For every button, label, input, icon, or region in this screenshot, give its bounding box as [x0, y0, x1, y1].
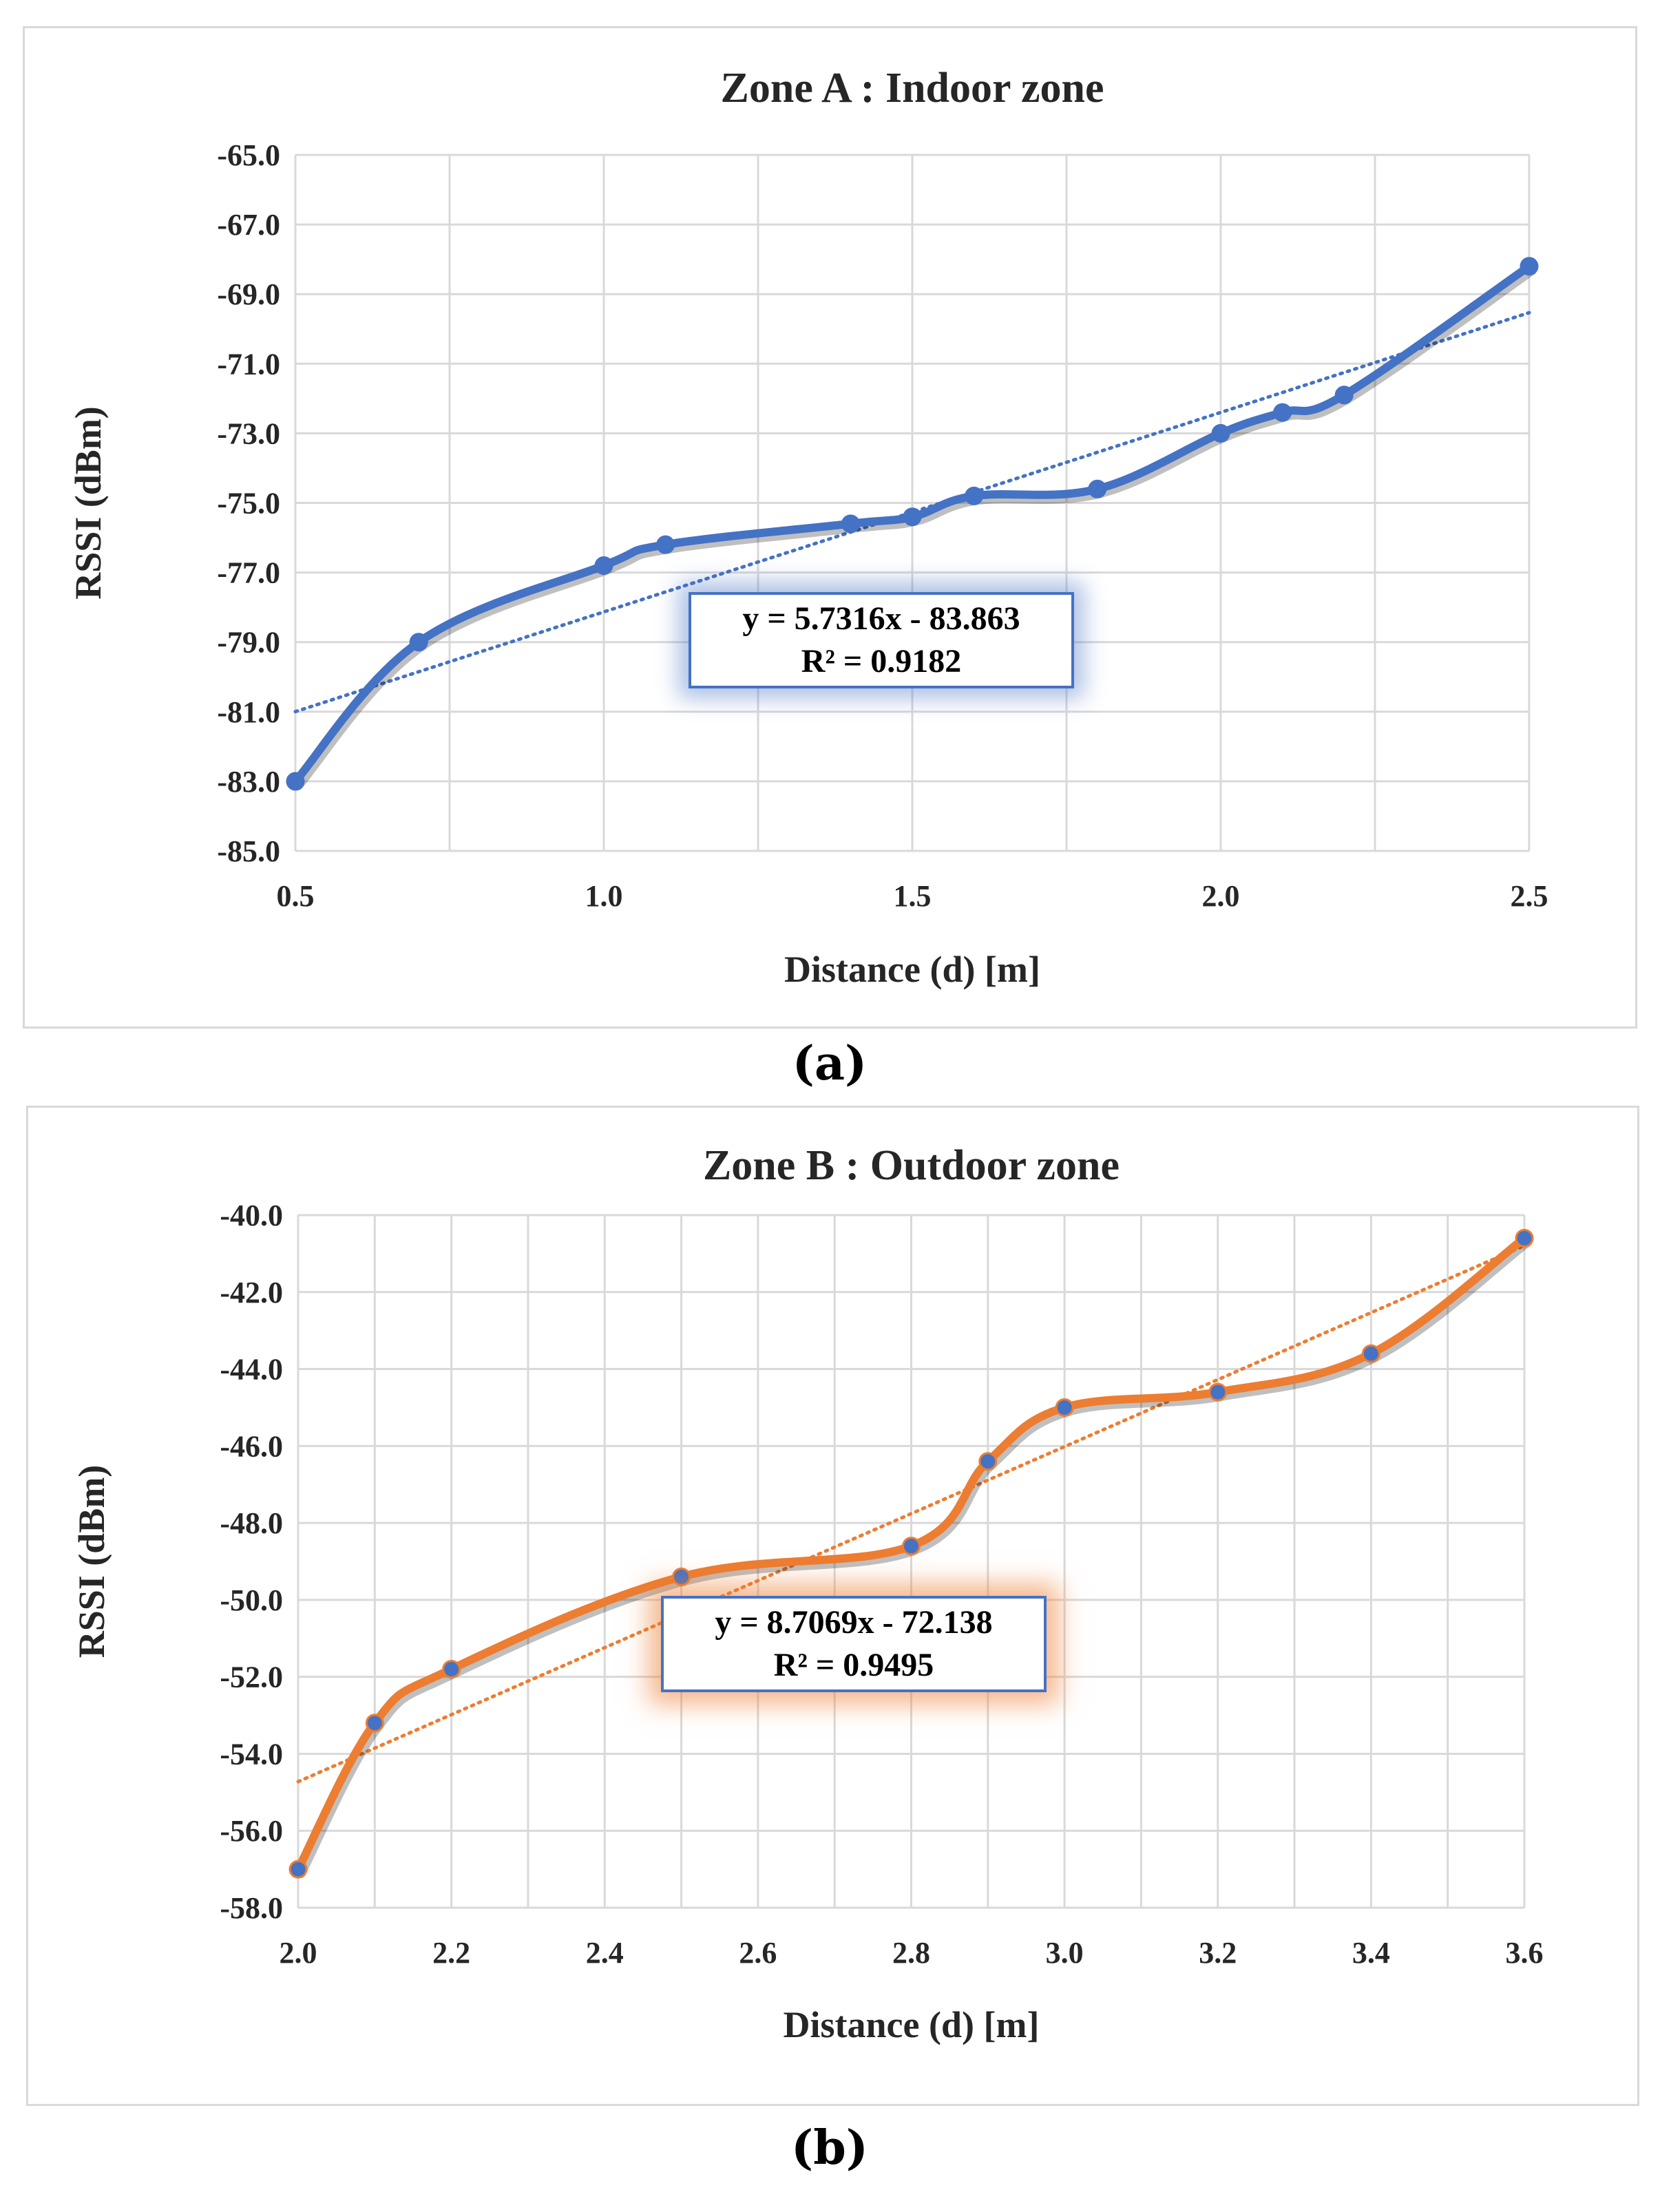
- x-tick-label: 2.2: [432, 1936, 470, 1970]
- chart-b-svg: Zone B : Outdoor zone -40.0 -42.0 -44.0 -46.…: [71, 1142, 1544, 2045]
- trendline-label-a: y = 5.7316x - 83.863 R² = 0.9182: [689, 592, 1074, 688]
- data-point: [288, 1860, 308, 1879]
- x-tick-label: 2.5: [1511, 879, 1548, 913]
- y-tick-label: -79.0: [217, 626, 280, 660]
- data-point: [1211, 423, 1230, 443]
- y-tick-label: -56.0: [220, 1814, 283, 1848]
- data-point: [965, 486, 984, 505]
- data-point: [409, 633, 428, 652]
- series-line-shadow: [296, 1237, 1532, 1879]
- caption-a: (a): [792, 1036, 868, 1091]
- chart-title: Zone B : Outdoor zone: [703, 1142, 1120, 1189]
- x-tick-label: 2.6: [739, 1936, 777, 1970]
- x-tick-label: 1.5: [894, 879, 932, 913]
- data-point: [286, 772, 305, 791]
- data-point: [902, 1537, 921, 1556]
- x-tick-label: 2.4: [586, 1936, 624, 1970]
- y-tick-label: -50.0: [220, 1583, 283, 1617]
- data-point: [1208, 1382, 1228, 1402]
- trendline-equation-a: y = 5.7316x - 83.863: [742, 600, 1020, 637]
- data-point: [903, 507, 922, 527]
- x-tick-label: 3.6: [1506, 1936, 1544, 1970]
- series-line-shadow: [293, 265, 1537, 790]
- y-tick-label: -46.0: [220, 1429, 283, 1463]
- x-tick-label: 2.0: [280, 1936, 317, 1970]
- y-tick-label: -58.0: [220, 1891, 283, 1925]
- y-tick-label: -73.0: [217, 417, 280, 450]
- data-point: [365, 1714, 384, 1733]
- series-line: [294, 1234, 1528, 1874]
- y-tick-label: -83.0: [217, 765, 280, 799]
- x-axis-title: Distance (d) [m]: [784, 2004, 1040, 2045]
- x-axis-title: Distance (d) [m]: [784, 949, 1040, 990]
- data-point: [442, 1659, 461, 1678]
- data-point: [1055, 1398, 1074, 1417]
- data-point: [1088, 479, 1107, 498]
- data-point: [1361, 1344, 1380, 1363]
- data-point: [656, 535, 675, 554]
- y-tick-label: -40.0: [220, 1199, 283, 1232]
- y-tick-label: -42.0: [220, 1276, 283, 1309]
- y-tick-label: -44.0: [220, 1353, 283, 1387]
- y-tick-label: -54.0: [220, 1737, 283, 1771]
- trendline: [296, 1243, 1526, 1784]
- y-tick-label: -71.0: [217, 347, 280, 381]
- y-axis-title: RSSI (dBm): [67, 406, 109, 600]
- x-tick-label: 3.2: [1199, 1936, 1237, 1970]
- data-point: [1520, 257, 1539, 276]
- x-tick-label: 2.0: [1202, 879, 1240, 913]
- x-tick-label: 3.4: [1352, 1936, 1390, 1970]
- trendline-r2-b: R² = 0.9495: [773, 1647, 934, 1683]
- y-tick-label: -77.0: [217, 556, 280, 590]
- data-point: [1273, 403, 1292, 422]
- trendline-equation-b: y = 8.7069x - 72.138: [715, 1604, 993, 1641]
- chart-panel-a: Zone A : Indoor zone -65.0 -67.0 -69.0 -71.0…: [23, 26, 1637, 1029]
- trendline-label-b: y = 8.7069x - 72.138 R² = 0.9495: [661, 1596, 1047, 1692]
- y-tick-label: -85.0: [217, 834, 280, 868]
- x-tick-label: 0.5: [277, 879, 315, 913]
- data-point: [1515, 1229, 1534, 1248]
- y-axis-title: RSSI (dBm): [71, 1465, 112, 1658]
- data-point: [841, 514, 860, 534]
- data-point: [672, 1567, 691, 1586]
- y-tick-label: -65.0: [217, 138, 280, 172]
- y-tick-label: -81.0: [217, 695, 280, 729]
- y-tick-label: -48.0: [220, 1506, 283, 1540]
- data-point: [978, 1452, 998, 1471]
- caption-b: (b): [791, 2120, 868, 2176]
- y-tick-label: -69.0: [217, 277, 280, 311]
- data-point: [1334, 386, 1354, 405]
- series-line: [291, 262, 1533, 786]
- y-tick-label: -52.0: [220, 1661, 283, 1694]
- chart-panel-b: Zone B : Outdoor zone -40.0 -42.0 -44.0 -46.…: [26, 1106, 1639, 2106]
- y-tick-label: -75.0: [217, 487, 280, 520]
- chart-a-svg: Zone A : Indoor zone -65.0 -67.0 -69.0 -71.0…: [67, 65, 1548, 990]
- x-tick-label: 2.8: [892, 1936, 930, 1970]
- trendline-r2-a: R² = 0.9182: [801, 643, 962, 680]
- data-point: [594, 556, 613, 575]
- y-tick-label: -67.0: [217, 208, 280, 242]
- x-tick-label: 3.0: [1046, 1936, 1084, 1970]
- chart-title: Zone A : Indoor zone: [721, 65, 1104, 112]
- x-tick-label: 1.0: [585, 879, 623, 913]
